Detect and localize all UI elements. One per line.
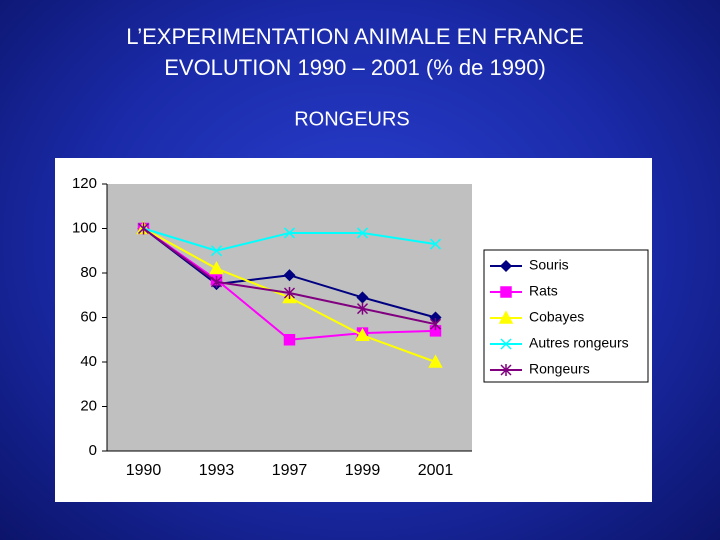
legend-marker bbox=[500, 364, 512, 376]
marker bbox=[428, 354, 443, 368]
marker bbox=[283, 334, 296, 346]
chart-heading: RONGEURS bbox=[294, 108, 410, 130]
legend-marker bbox=[499, 259, 513, 273]
legend-label: Cobayes bbox=[529, 309, 584, 325]
marker bbox=[209, 260, 224, 275]
marker bbox=[429, 238, 442, 250]
marker bbox=[429, 318, 442, 331]
chart-subtitle: EVOLUTION 1990 – 2001 (% de 1990) bbox=[164, 55, 546, 80]
y-tick-label: 80 bbox=[80, 264, 97, 281]
chart-title: L’EXPERIMENTATION ANIMALE EN FRANCE bbox=[126, 24, 584, 49]
marker bbox=[210, 275, 223, 288]
y-tick-label: 0 bbox=[89, 442, 97, 459]
x-tick-label: 1997 bbox=[272, 462, 308, 479]
legend-label: Souris bbox=[529, 257, 569, 273]
plot-area bbox=[107, 184, 472, 451]
y-tick-label: 20 bbox=[80, 397, 97, 414]
x-tick-label: 1990 bbox=[126, 462, 162, 479]
marker bbox=[137, 222, 150, 235]
legend-marker bbox=[498, 310, 514, 324]
legend-marker bbox=[500, 338, 512, 350]
y-tick-label: 60 bbox=[80, 308, 97, 325]
legend-box bbox=[483, 249, 649, 383]
x-tick-label: 2001 bbox=[418, 462, 454, 479]
marker bbox=[283, 287, 296, 300]
marker bbox=[283, 269, 296, 282]
marker bbox=[355, 327, 370, 342]
y-tick-label: 40 bbox=[80, 353, 97, 370]
legend-label: Rongeurs bbox=[529, 361, 590, 377]
legend-marker bbox=[500, 286, 512, 298]
x-tick-label: 1999 bbox=[345, 462, 381, 479]
marker bbox=[356, 302, 369, 315]
marker bbox=[210, 245, 223, 257]
legend-label: Rats bbox=[529, 283, 558, 299]
y-tick-label: 100 bbox=[72, 219, 97, 236]
legend-label: Autres rongeurs bbox=[529, 335, 629, 351]
marker bbox=[283, 227, 296, 239]
marker bbox=[356, 291, 369, 304]
x-tick-label: 1993 bbox=[199, 462, 235, 479]
y-tick-label: 120 bbox=[72, 175, 97, 192]
marker bbox=[356, 227, 369, 239]
